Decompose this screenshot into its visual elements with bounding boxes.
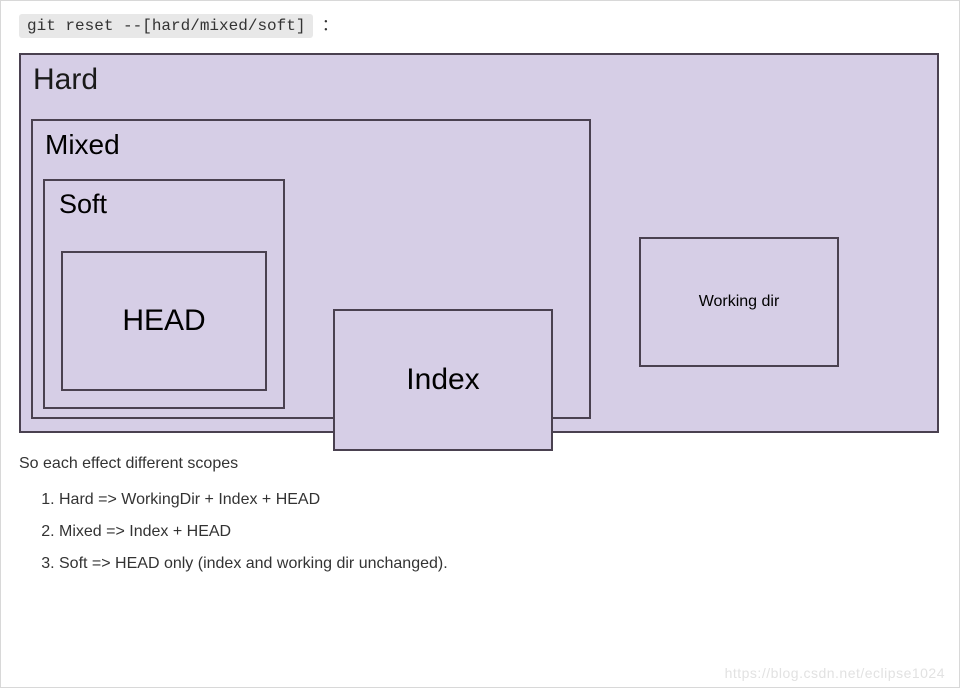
summary-text: So each effect different scopes	[19, 455, 941, 473]
list-item: Soft => HEAD only (index and working dir…	[59, 555, 941, 573]
code-colon: ：	[322, 17, 338, 34]
hard-label: Hard	[21, 55, 937, 97]
head-box: HEAD	[61, 251, 267, 391]
hard-box: Hard Mixed Soft HEAD Index Working dir	[19, 53, 939, 433]
page-container: git reset --[hard/mixed/soft] ： Hard Mix…	[0, 0, 960, 688]
code-badge: git reset --[hard/mixed/soft]	[19, 14, 313, 38]
mixed-box: Mixed Soft HEAD Index	[31, 119, 591, 419]
soft-box: Soft HEAD	[43, 179, 285, 409]
code-line: git reset --[hard/mixed/soft] ：	[19, 11, 941, 35]
watermark-text: https://blog.csdn.net/eclipse1024	[725, 665, 945, 681]
workdir-box: Working dir	[639, 237, 839, 367]
index-box: Index	[333, 309, 553, 451]
list-item: Mixed => Index + HEAD	[59, 523, 941, 541]
head-label: HEAD	[122, 304, 205, 338]
scope-list: Hard => WorkingDir + Index + HEAD Mixed …	[19, 491, 941, 573]
mixed-label: Mixed	[33, 121, 589, 161]
list-item: Hard => WorkingDir + Index + HEAD	[59, 491, 941, 509]
soft-label: Soft	[45, 181, 283, 220]
workdir-label: Working dir	[699, 292, 780, 311]
index-label: Index	[406, 363, 479, 397]
